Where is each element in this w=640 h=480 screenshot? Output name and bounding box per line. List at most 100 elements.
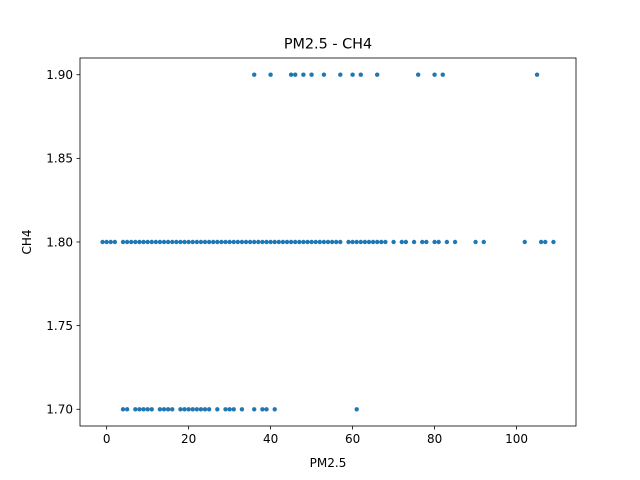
- data-point: [137, 407, 142, 412]
- scatter-points: [100, 72, 556, 412]
- data-point: [165, 407, 171, 412]
- data-point: [415, 72, 421, 77]
- data-point: [534, 72, 540, 77]
- data-point: [202, 407, 208, 412]
- data-point: [403, 239, 409, 245]
- data-point: [190, 239, 195, 245]
- x-tick-label: 80: [427, 432, 442, 446]
- data-point: [243, 239, 249, 245]
- data-point: [198, 239, 204, 245]
- data-point: [252, 239, 257, 245]
- data-point: [120, 407, 126, 412]
- y-axis-label: CH4: [20, 229, 34, 254]
- data-point: [202, 239, 208, 245]
- data-point: [313, 239, 318, 245]
- x-tick-label: 100: [505, 432, 528, 446]
- data-point: [538, 239, 544, 245]
- data-point: [145, 239, 150, 245]
- data-point: [268, 239, 273, 245]
- data-point: [260, 407, 265, 412]
- data-point: [284, 239, 290, 245]
- data-point: [219, 239, 224, 245]
- data-point: [317, 239, 322, 245]
- data-point: [157, 239, 163, 245]
- data-point: [186, 239, 191, 245]
- data-point: [174, 239, 179, 245]
- data-point: [293, 72, 298, 77]
- data-point: [133, 239, 138, 245]
- data-point: [288, 239, 294, 245]
- data-point: [350, 72, 355, 77]
- data-point: [223, 407, 228, 412]
- data-point: [260, 239, 265, 245]
- data-point: [473, 239, 478, 245]
- data-point: [194, 407, 200, 412]
- data-point: [297, 239, 302, 245]
- data-point: [288, 72, 294, 77]
- data-point: [391, 239, 396, 245]
- data-point: [215, 239, 220, 245]
- data-point: [383, 239, 388, 245]
- data-point: [338, 239, 343, 245]
- y-tick-label: 1.75: [46, 319, 73, 333]
- data-point: [124, 407, 130, 412]
- data-point: [108, 239, 113, 245]
- data-point: [215, 407, 220, 412]
- data-point: [227, 239, 232, 245]
- data-point: [252, 407, 257, 412]
- data-point: [272, 407, 277, 412]
- data-point: [137, 239, 142, 245]
- data-point: [182, 407, 187, 412]
- data-point: [305, 239, 310, 245]
- data-point: [551, 239, 556, 245]
- data-point: [153, 239, 159, 245]
- data-point: [149, 407, 154, 412]
- data-point: [432, 239, 437, 245]
- data-point: [374, 72, 380, 77]
- data-point: [120, 239, 126, 245]
- data-point: [227, 407, 232, 412]
- data-point: [141, 407, 146, 412]
- data-point: [301, 239, 306, 245]
- data-point: [239, 407, 245, 412]
- x-tick-label: 0: [103, 432, 111, 446]
- data-point: [124, 239, 130, 245]
- data-point: [104, 239, 109, 245]
- data-point: [309, 72, 314, 77]
- data-point: [178, 407, 183, 412]
- data-point: [444, 239, 450, 245]
- data-point: [182, 239, 187, 245]
- data-point: [161, 239, 167, 245]
- x-axis-ticks: 0 20 40 60 80 100: [103, 426, 528, 446]
- data-point: [543, 239, 548, 245]
- data-point: [239, 239, 245, 245]
- y-tick-label: 1.90: [46, 68, 73, 82]
- data-point: [334, 239, 339, 245]
- data-point: [272, 239, 277, 245]
- x-tick-label: 60: [345, 432, 360, 446]
- y-axis-ticks: 1.70 1.75 1.80 1.85 1.90: [46, 68, 80, 417]
- chart-title: PM2.5 - CH4: [284, 37, 372, 53]
- data-point: [481, 239, 486, 245]
- data-point: [133, 407, 138, 412]
- data-point: [350, 239, 355, 245]
- data-point: [411, 239, 417, 245]
- data-point: [194, 239, 200, 245]
- data-point: [231, 239, 236, 245]
- data-point: [264, 407, 269, 412]
- data-point: [440, 72, 445, 77]
- data-point: [338, 72, 343, 77]
- data-point: [129, 239, 134, 245]
- data-point: [178, 239, 183, 245]
- data-point: [186, 407, 191, 412]
- data-point: [112, 239, 118, 245]
- data-point: [399, 239, 404, 245]
- data-point: [165, 239, 171, 245]
- data-point: [420, 239, 425, 245]
- data-point: [436, 239, 441, 245]
- data-point: [321, 72, 327, 77]
- data-point: [276, 239, 282, 245]
- data-point: [358, 239, 363, 245]
- data-point: [157, 407, 163, 412]
